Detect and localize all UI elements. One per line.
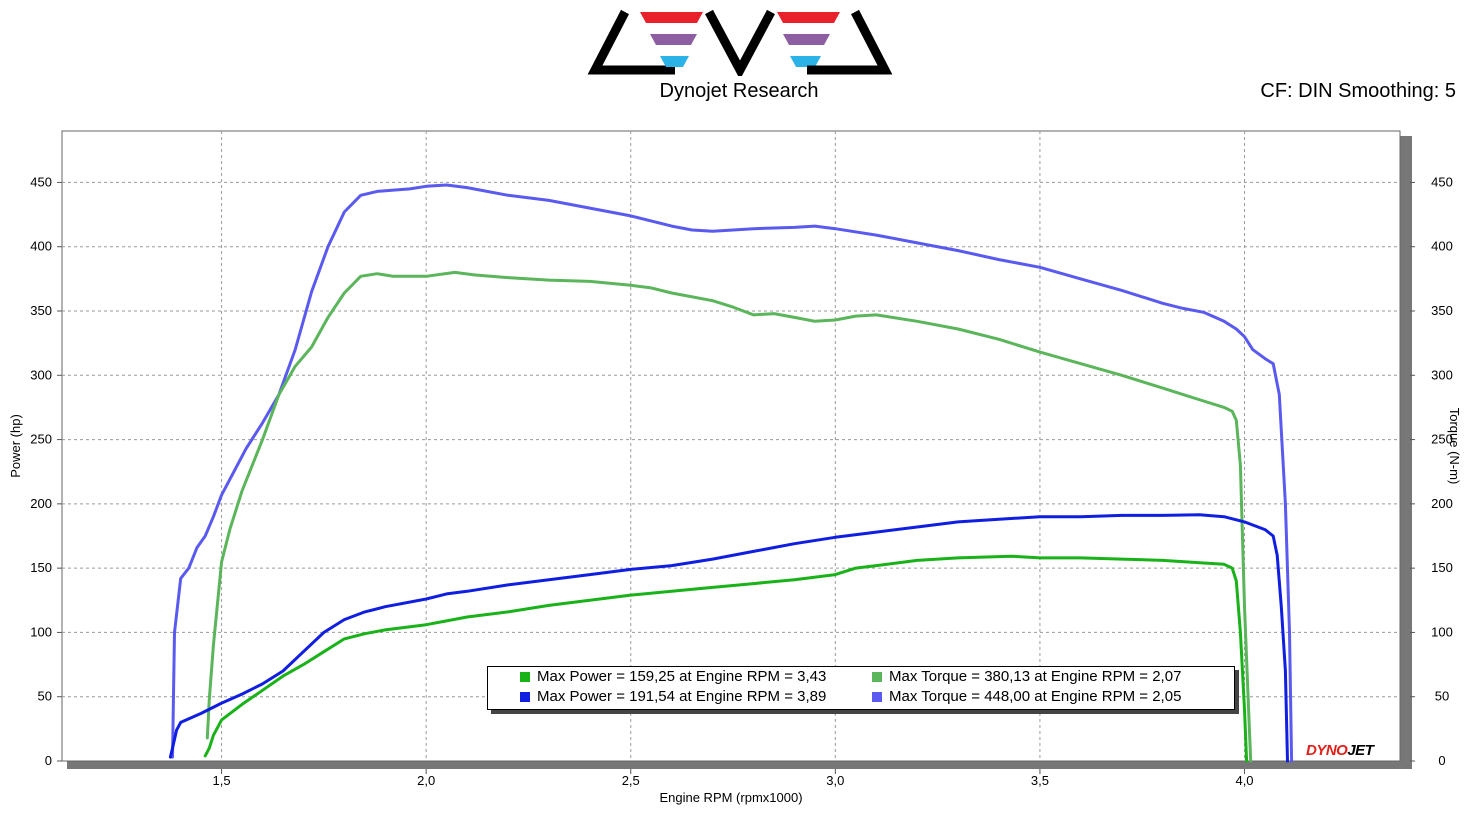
logo-right-bracket [807, 9, 893, 75]
x-tick-label: 4,0 [1235, 773, 1253, 788]
y-tick-label-left: 350 [30, 303, 52, 318]
series-line-1 [205, 270, 1253, 763]
brand-name: Dynojet Research [659, 80, 819, 102]
y-tick-label-left: 150 [30, 560, 52, 575]
y-axis-left-ticks: 0 50 100 150 200 250 300 350 400 450 [30, 174, 62, 768]
y-tick-label-left: 100 [30, 624, 52, 639]
y-tick-label-left: 250 [30, 432, 52, 447]
level-logo [587, 9, 893, 76]
y-tick-label-left: 300 [30, 367, 52, 382]
logo-bar-purple-right [783, 34, 830, 45]
logo-bar-red-right [777, 12, 840, 23]
legend-swatch [520, 672, 530, 682]
y-tick-label-right: 400 [1431, 239, 1453, 254]
y-tick-label-right: 350 [1431, 303, 1453, 318]
series-lines [168, 183, 1294, 763]
series-line-0 [171, 183, 1294, 763]
y-tick-label-right: 300 [1431, 367, 1453, 382]
dynojet-watermark: DYNOJET [1306, 742, 1374, 759]
series-line-3 [203, 554, 1249, 763]
legend-swatch [872, 672, 882, 682]
legend-item-power-blue: Max Power = 191,54 at Engine RPM = 3,89 [520, 687, 826, 707]
legend-label: Max Power = 191,54 at Engine RPM = 3,89 [537, 688, 827, 705]
y-tick-label-right: 0 [1438, 753, 1445, 768]
legend-label: Max Power = 159,25 at Engine RPM = 3,43 [537, 668, 827, 685]
x-tick-label: 2,0 [417, 773, 435, 788]
legend-label: Max Torque = 380,13 at Engine RPM = 2,07 [889, 668, 1182, 685]
legend-swatch [872, 692, 882, 702]
y-axis-right-ticks: 0 50 100 150 200 250 300 350 400 450 [1410, 174, 1453, 768]
y-tick-label-left: 400 [30, 239, 52, 254]
legend-box: Max Power = 159,25 at Engine RPM = 3,43 … [487, 666, 1235, 710]
legend-item-power-green: Max Power = 159,25 at Engine RPM = 3,43 [520, 667, 826, 687]
x-axis-ticks: 1,5 2,0 2,5 3,0 3,5 4,0 [213, 769, 1254, 788]
legend-swatch [520, 692, 530, 702]
y-tick-label-right: 450 [1431, 174, 1453, 189]
y-tick-label-right: 250 [1431, 432, 1453, 447]
y-tick-label-left: 200 [30, 496, 52, 511]
logo-left-bracket [587, 9, 675, 75]
y-tick-label-right: 100 [1431, 624, 1453, 639]
legend-item-torque-green: Max Torque = 380,13 at Engine RPM = 2,07 [872, 667, 1181, 687]
settings-label: CF: DIN Smoothing: 5 [1260, 80, 1456, 102]
x-tick-label: 2,5 [622, 773, 640, 788]
y-tick-label-right: 50 [1435, 689, 1449, 704]
logo-bar-blue-right [790, 56, 821, 67]
y-tick-label-left: 450 [30, 174, 52, 189]
plot-frame [61, 130, 1401, 762]
x-axis-title: Engine RPM (rpmx1000) [659, 790, 802, 805]
x-tick-label: 3,0 [826, 773, 844, 788]
logo-bar-red-left [640, 12, 703, 23]
x-tick-label: 3,5 [1031, 773, 1049, 788]
logo-v [705, 9, 775, 76]
y-tick-label-right: 200 [1431, 496, 1453, 511]
legend-label: Max Torque = 448,00 at Engine RPM = 2,05 [889, 688, 1182, 705]
x-tick-label: 1,5 [213, 773, 231, 788]
y-axis-right-title: Torque (N-m) [1447, 408, 1462, 485]
logo-bar-blue-left [660, 56, 689, 67]
legend-item-torque-blue: Max Torque = 448,00 at Engine RPM = 2,05 [872, 687, 1181, 707]
y-tick-label-right: 150 [1431, 560, 1453, 575]
logo-bar-purple-left [650, 34, 697, 45]
y-tick-label-left: 50 [38, 689, 52, 704]
y-axis-left-title: Power (hp) [8, 414, 23, 478]
y-tick-label-left: 0 [45, 753, 52, 768]
series-line-2 [168, 513, 1289, 763]
